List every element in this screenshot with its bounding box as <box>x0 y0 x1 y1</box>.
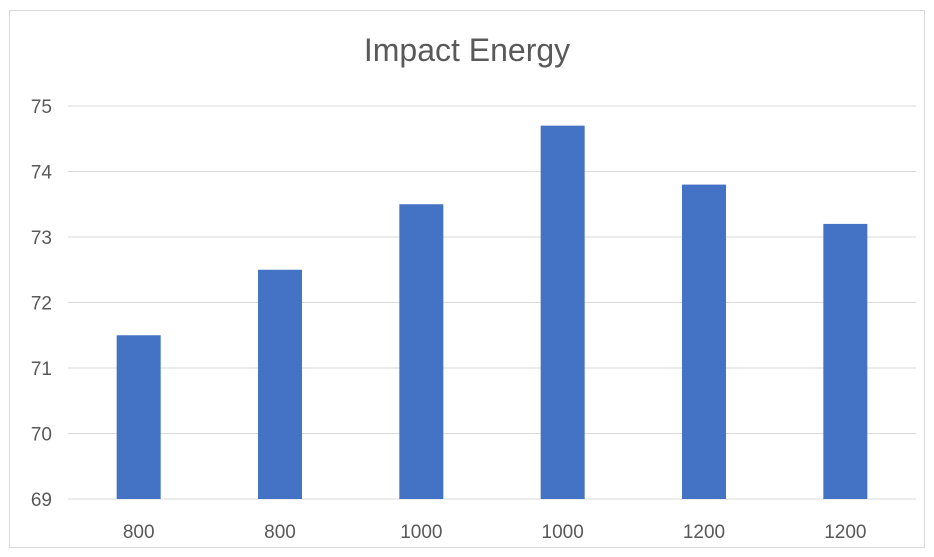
y-tick-label: 71 <box>31 359 52 380</box>
y-tick-label: 74 <box>31 163 53 184</box>
bar <box>682 184 726 499</box>
bar <box>116 335 161 499</box>
x-tick-label: 1000 <box>542 522 584 543</box>
gridlines <box>68 105 916 500</box>
y-tick-label: 70 <box>31 425 52 446</box>
x-tick-label: 800 <box>264 522 296 543</box>
x-tick-label: 1000 <box>400 522 442 543</box>
y-tick-label: 69 <box>31 490 52 511</box>
chart-frame <box>9 10 925 548</box>
bar <box>540 125 585 500</box>
bar <box>823 223 868 499</box>
bar <box>399 204 444 499</box>
x-axis-ticks: 800 800 1000 1000 1200 1200 <box>123 522 867 543</box>
y-tick-label: 72 <box>31 294 52 315</box>
chart-title: Impact Energy <box>363 32 571 68</box>
bar <box>258 269 302 499</box>
bars <box>116 125 868 500</box>
y-tick-label: 75 <box>31 97 52 118</box>
y-tick-label: 73 <box>31 228 52 249</box>
y-axis-ticks: 69 70 71 72 73 74 75 <box>31 97 53 511</box>
x-tick-label: 1200 <box>824 522 866 543</box>
x-tick-label: 1200 <box>683 522 725 543</box>
x-tick-label: 800 <box>123 522 155 543</box>
